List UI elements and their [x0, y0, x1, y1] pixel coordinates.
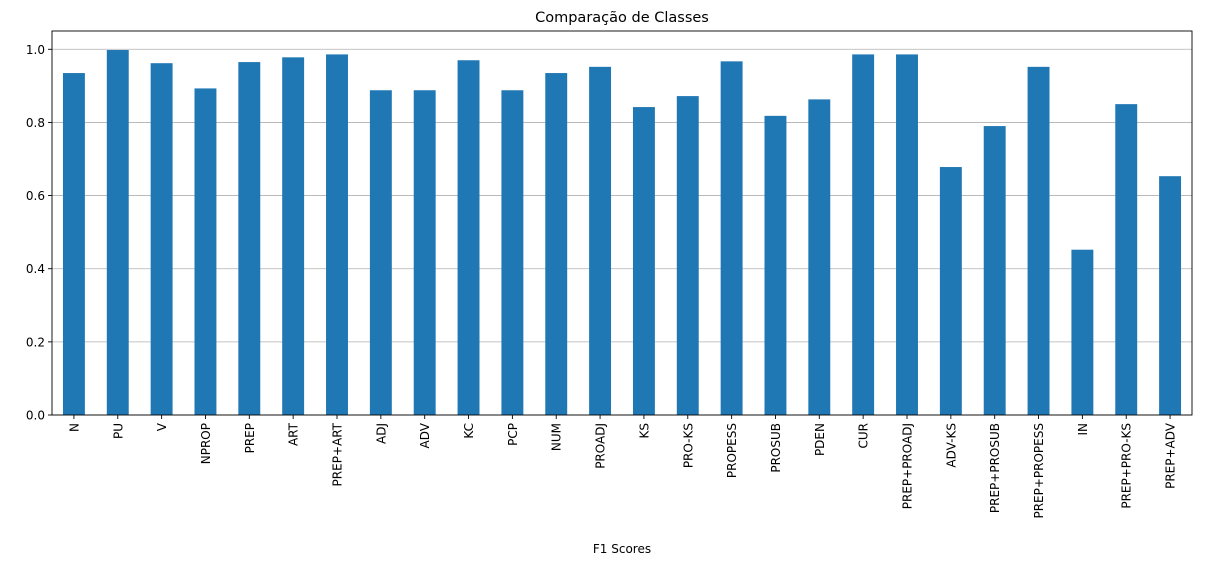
x-tick-label: PREP+ADV [1164, 422, 1178, 489]
x-tick-label: PDEN [813, 423, 827, 456]
x-tick-label: KC [462, 423, 476, 439]
x-tick-label: V [155, 422, 169, 431]
x-tick-label: ART [287, 422, 301, 446]
bar-prep+propess [1027, 66, 1050, 415]
bar-art [282, 57, 305, 416]
x-tick-label: PREP [243, 423, 257, 453]
bar-prep+prosub [983, 126, 1006, 415]
bar-proadj [589, 66, 612, 415]
x-tick-label: NPROP [199, 423, 213, 464]
bar-adj [369, 90, 392, 415]
bar-prep+adv [1159, 176, 1182, 415]
x-axis-ticks: N PU V NPROP PREP ART PREP+ART ADJ ADV KC PCP NUM PR… [67, 415, 1178, 519]
x-tick-label: PROSUB [769, 423, 783, 473]
bar-n [62, 73, 85, 416]
bar-num [545, 73, 568, 416]
bar-prep+art [326, 54, 348, 416]
x-tick-label: NUM [550, 423, 564, 451]
x-tick-label: PREP+PROADJ [901, 423, 915, 509]
x-tick-label: PCP [506, 423, 520, 446]
x-tick-label: N [67, 423, 81, 432]
y-tick-label: 0.2 [26, 335, 45, 349]
bar-nprop [194, 88, 217, 415]
bar-prosub [764, 115, 787, 416]
bar-prep+proadj [896, 54, 918, 416]
x-tick-label: IN [1076, 423, 1090, 436]
bars-layer [62, 50, 1182, 416]
bar-prep+pro-ks [1115, 104, 1138, 416]
bar-pcp [501, 90, 524, 415]
plot-frame [51, 30, 1193, 416]
x-tick-label: ADJ [374, 423, 388, 444]
bar-pro-ks [676, 96, 699, 416]
bar-kc [457, 60, 480, 415]
x-tick-label: PREP+PROSUB [988, 423, 1002, 513]
y-axis-ticks: 0.0 0.2 0.4 0.6 0.8 1.0 [26, 43, 52, 423]
x-tick-label: PROADJ [594, 423, 608, 469]
grid-layer [52, 48, 1192, 416]
bar-in [1071, 249, 1094, 415]
y-tick-label: 0.4 [26, 262, 45, 276]
x-tick-label: CUR [857, 423, 871, 449]
bar-v [150, 63, 173, 415]
bar-pden [808, 99, 831, 415]
chart-title: Comparação de Classes [535, 10, 709, 26]
bar-adv [413, 90, 436, 415]
x-tick-label: ADV-KS [944, 423, 958, 468]
x-tick-label: PRO-KS [681, 423, 695, 468]
bar-pu [106, 50, 129, 415]
x-tick-label: PU [111, 423, 125, 439]
axes-layer [51, 30, 1193, 416]
x-axis-label: F1 Scores [593, 542, 651, 556]
bar-ks [632, 107, 655, 415]
y-tick-label: 0.0 [26, 409, 45, 423]
x-tick-label: PROPESS [725, 423, 739, 478]
y-tick-label: 1.0 [26, 43, 45, 57]
y-tick-label: 0.6 [26, 189, 45, 203]
x-tick-label: PREP+PRO-KS [1120, 423, 1134, 509]
x-tick-label: KS [637, 423, 651, 439]
bar-prep [238, 62, 261, 415]
bar-propess [720, 61, 743, 416]
x-tick-label: PREP+PROPESS [1032, 423, 1046, 519]
x-tick-label: ADV [418, 422, 432, 448]
bar-cur [852, 54, 875, 416]
y-tick-label: 0.8 [26, 116, 45, 130]
bar-adv-ks [939, 167, 962, 415]
x-tick-label: PREP+ART [331, 422, 345, 486]
